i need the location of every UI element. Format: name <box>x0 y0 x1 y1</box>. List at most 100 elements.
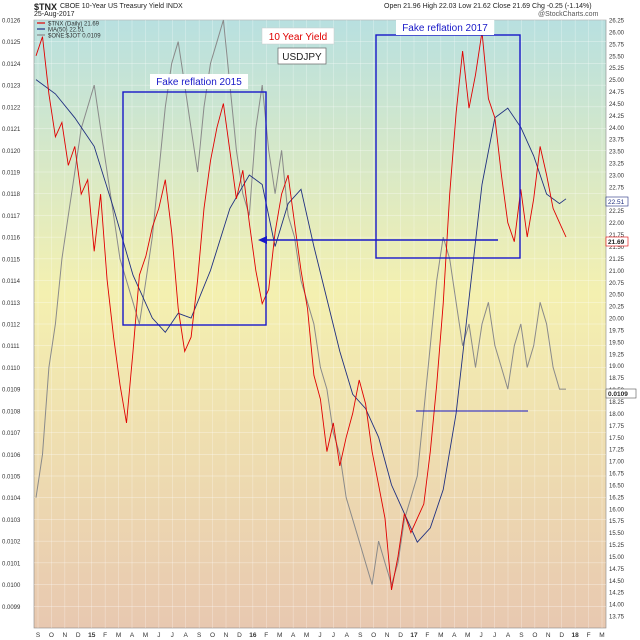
right-tick-label: 17.50 <box>609 436 625 442</box>
x-tick-label: N <box>546 632 551 639</box>
x-tick-label: 16 <box>249 632 257 639</box>
x-tick-label: A <box>345 632 350 639</box>
left-tick-label: 0.0111 <box>2 344 20 350</box>
right-tick-label: 24.00 <box>609 126 625 132</box>
series-line-ma50 <box>35 79 567 544</box>
x-tick-label: A <box>291 632 296 639</box>
legend: $TNX (Daily) 21.69 MA(50) 22.51 $ONE:$JO… <box>37 22 101 40</box>
x-tick-label: M <box>599 632 604 639</box>
label-2017-bg <box>396 20 494 35</box>
chart-date: 25-Aug-2017 <box>34 11 75 18</box>
right-tick-label: 21.50 <box>609 245 625 251</box>
x-tick-label: S <box>197 632 202 639</box>
left-tick-label: 0.0125 <box>2 40 21 46</box>
ohlc-high-value: 22.03 <box>438 3 457 10</box>
right-tick-label: 20.00 <box>609 317 625 323</box>
x-tick-label: F <box>264 632 268 639</box>
ohlc-high-label: High <box>422 3 437 10</box>
left-tick-label: 0.0123 <box>2 84 21 90</box>
right-tick-label: 20.25 <box>609 305 625 311</box>
right-tick-label: 22.25 <box>609 209 625 215</box>
x-tick-label: J <box>493 632 496 639</box>
x-tick-label: F <box>103 632 107 639</box>
right-tick-label: 18.25 <box>609 400 625 406</box>
right-tick-label: 16.75 <box>609 472 625 478</box>
right-tick-label: 14.75 <box>609 567 625 573</box>
x-tick-label: O <box>210 632 215 639</box>
label-usdjpy: USDJPY <box>282 52 322 63</box>
x-tick-label: D <box>398 632 403 639</box>
grid-lines <box>34 19 606 628</box>
x-tick-label: J <box>157 632 160 639</box>
left-axis: 0.0126 0.0125 0.0124 0.0123 0.0122 0.0121 0.01… <box>2 19 21 611</box>
legend-ma: MA(50) 22.51 <box>48 28 85 34</box>
x-tick-label: O <box>532 632 537 639</box>
right-tick-label: 14.50 <box>609 579 625 585</box>
left-tick-label: 0.0104 <box>2 496 21 502</box>
left-tick-label: 0.0124 <box>2 62 21 68</box>
right-tick-label: 26.00 <box>609 30 625 36</box>
right-tick-label: 20.75 <box>609 281 625 287</box>
x-tick-label: O <box>49 632 54 639</box>
left-tick-label: 0.0108 <box>2 409 21 415</box>
left-tick-label: 0.0109 <box>2 388 21 394</box>
label-10yr: 10 Year Yield <box>269 32 327 43</box>
badge-close-box <box>605 236 629 247</box>
x-tick-label: A <box>184 632 189 639</box>
arrow-head <box>258 236 267 244</box>
right-tick-label: 21.75 <box>609 233 625 239</box>
right-tick-label: 24.50 <box>609 102 625 108</box>
annotations: 10 Year Yield USDJPY Fake reflation 2015… <box>122 20 528 412</box>
left-tick-label: 0.0102 <box>2 540 21 546</box>
left-tick-label: 0.0100 <box>2 583 21 589</box>
right-tick-label: 23.00 <box>609 173 625 179</box>
x-tick-label: A <box>130 632 135 639</box>
label-fake-reflation-2015: Fake reflation 2015 <box>156 77 242 88</box>
x-tick-label: A <box>506 632 511 639</box>
ohlc-close-value: 21.69 <box>512 3 531 10</box>
series-line-tnx <box>35 31 567 590</box>
right-tick-label: 25.50 <box>609 54 625 60</box>
right-tick-label: 26.25 <box>609 19 625 25</box>
right-tick-label: 19.75 <box>609 328 625 334</box>
badge-ma-box <box>605 196 629 207</box>
left-tick-label: 0.0107 <box>2 431 21 437</box>
left-tick-label: 0.0099 <box>2 605 21 611</box>
x-tick-label: J <box>318 632 321 639</box>
left-tick-label: 0.0113 <box>2 301 21 307</box>
label-2015-bg <box>150 74 248 89</box>
label-fake-reflation-2017: Fake reflation 2017 <box>402 23 488 34</box>
right-tick-label: 16.50 <box>609 483 625 489</box>
right-tick-label: 15.50 <box>609 531 625 537</box>
right-tick-label: 25.75 <box>609 42 625 48</box>
ohlc-open-label: Open <box>384 3 402 10</box>
ohlc-close-label: Close <box>492 3 511 10</box>
x-tick-label: 15 <box>88 632 96 639</box>
left-tick-label: 0.0116 <box>2 236 21 242</box>
ohlc-open-value: 21.96 <box>403 3 421 10</box>
right-tick-label: 25.25 <box>609 66 625 72</box>
x-tick-label: A <box>452 632 457 639</box>
right-tick-label: 15.75 <box>609 519 625 525</box>
right-tick-label: 22.00 <box>609 221 625 227</box>
legend-tnx: $TNX (Daily) 21.69 <box>48 22 100 28</box>
series-group <box>35 19 567 590</box>
badge-ma: 22.51 <box>608 199 625 206</box>
right-tick-label: 15.00 <box>609 555 625 561</box>
x-tick-label: M <box>143 632 148 639</box>
ohlc-readout: Open 21.96 High 22.03 Low 21.62 Close 21… <box>384 3 592 10</box>
right-tick-label: 15.25 <box>609 543 625 549</box>
left-tick-label: 0.0105 <box>2 475 21 481</box>
right-tick-label: 14.25 <box>609 591 625 597</box>
x-tick-label: D <box>559 632 564 639</box>
right-tick-label: 14.00 <box>609 603 625 609</box>
left-tick-label: 0.0118 <box>2 192 21 198</box>
right-tick-label: 19.00 <box>609 364 625 370</box>
right-tick-label: 21.00 <box>609 269 625 275</box>
left-tick-label: 0.0117 <box>2 214 21 220</box>
left-tick-label: 0.0126 <box>2 19 21 25</box>
left-tick-label: 0.0103 <box>2 518 21 524</box>
price-badges: 22.51 21.69 0.0109 <box>605 196 637 399</box>
